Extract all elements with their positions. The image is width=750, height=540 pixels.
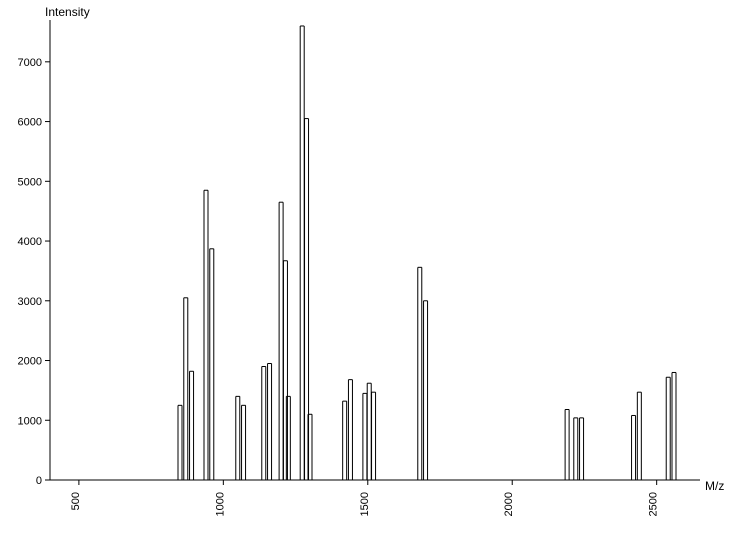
mass-spectrum-chart: 0 1000 2000 3000 4000 5000 6000 7000 500 1000 1500… <box>0 0 750 540</box>
y-tick-label: 7000 <box>18 57 42 69</box>
y-tick-label: 4000 <box>18 236 42 248</box>
x-axis-label: M/z <box>705 479 724 493</box>
y-tick-label: 3000 <box>18 296 42 308</box>
y-tick-label: 6000 <box>18 117 42 129</box>
y-axis-label: Intensity <box>45 5 90 19</box>
y-tick-label: 5000 <box>18 176 42 188</box>
x-tick-label: 1500 <box>359 492 371 516</box>
x-tick-label: 1000 <box>214 492 226 516</box>
y-tick-label: 2000 <box>18 356 42 368</box>
x-tick-label: 2500 <box>648 492 660 516</box>
x-tick-label: 500 <box>70 492 82 510</box>
y-tick-label: 0 <box>36 475 42 487</box>
spectrum-svg: 0 1000 2000 3000 4000 5000 6000 7000 500 1000 1500… <box>0 0 750 540</box>
x-tick-label: 2000 <box>503 492 515 516</box>
y-tick-label: 1000 <box>18 415 42 427</box>
